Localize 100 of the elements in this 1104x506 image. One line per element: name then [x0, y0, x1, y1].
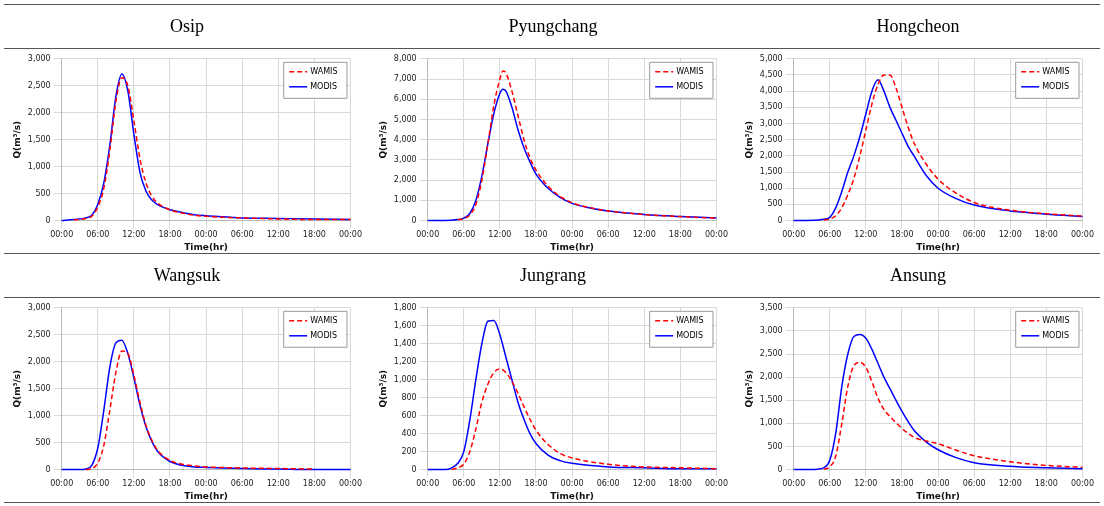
x-tick-label: 12:00 [854, 230, 878, 240]
x-tick-label: 12:00 [488, 479, 512, 489]
x-tick-label: 18:00 [158, 479, 182, 489]
x-tick-label: 06:00 [230, 479, 254, 489]
x-tick-label: 06:00 [452, 479, 476, 489]
y-tick-label: 3,000 [27, 302, 51, 312]
x-tick-label: 00:00 [338, 479, 362, 489]
y-tick-label: 4,500 [759, 70, 783, 80]
y-tick-label: 3,500 [759, 102, 783, 112]
y-tick-label: 500 [767, 199, 783, 209]
x-tick-label: 00:00 [50, 479, 74, 489]
legend-label: WAMIS [310, 66, 338, 76]
legend-label: MODIS [1042, 330, 1069, 340]
x-tick-label: 18:00 [1034, 230, 1058, 240]
y-tick-label: 0 [777, 215, 783, 225]
y-tick-label: 1,000 [27, 161, 51, 171]
chart-title: Jungrang [370, 254, 736, 298]
y-tick-label: 2,000 [759, 150, 783, 160]
y-tick-label: 2,500 [759, 134, 783, 144]
x-tick-label: 12:00 [632, 479, 656, 489]
x-tick-label: 00:00 [1070, 230, 1094, 240]
x-tick-label: 12:00 [998, 230, 1022, 240]
y-tick-label: 3,000 [759, 118, 783, 128]
x-tick-label: 06:00 [86, 230, 110, 240]
x-tick-label: 00:00 [194, 230, 218, 240]
x-tick-label: 18:00 [302, 230, 326, 240]
y-tick-label: 0 [411, 464, 417, 474]
x-tick-label: 18:00 [890, 230, 914, 240]
legend-label: WAMIS [1042, 315, 1070, 325]
x-axis-title: Time(hr) [184, 490, 228, 501]
y-tick-label: 4,000 [393, 134, 417, 144]
legend-label: MODIS [676, 81, 703, 91]
y-tick-label: 7,000 [393, 74, 417, 84]
chart-title: Pyungchang [370, 5, 736, 49]
x-tick-label: 12:00 [122, 479, 146, 489]
legend-label: WAMIS [676, 315, 704, 325]
x-tick-label: 00:00 [416, 230, 440, 240]
legend-label: WAMIS [676, 66, 704, 76]
y-tick-label: 6,000 [393, 94, 417, 104]
x-axis-title: Time(hr) [916, 241, 960, 252]
x-tick-label: 00:00 [782, 479, 806, 489]
legend-label: MODIS [310, 81, 337, 91]
y-tick-label: 1,000 [27, 410, 51, 420]
y-tick-label: 200 [401, 446, 417, 456]
x-tick-label: 06:00 [962, 230, 986, 240]
y-tick-label: 3,000 [393, 155, 417, 164]
y-tick-label: 1,000 [759, 183, 783, 193]
x-tick-label: 06:00 [452, 230, 476, 240]
y-tick-label: 500 [35, 437, 51, 447]
y-tick-label: 1,400 [393, 338, 417, 348]
y-tick-label: 2,000 [393, 175, 417, 185]
x-tick-label: 12:00 [122, 230, 146, 240]
x-tick-label: 00:00 [1070, 479, 1094, 489]
y-axis-title: Q(m³/s) [11, 369, 22, 408]
y-tick-label: 0 [45, 215, 51, 225]
y-tick-label: 500 [35, 188, 51, 198]
y-tick-label: 2,500 [759, 349, 783, 359]
chart-title: Hongcheon [736, 5, 1100, 49]
x-tick-label: 00:00 [560, 230, 584, 240]
y-tick-label: 800 [401, 392, 417, 402]
x-tick-label: 12:00 [488, 230, 512, 240]
x-tick-label: 18:00 [524, 479, 548, 489]
x-axis-title: Time(hr) [550, 490, 594, 501]
x-tick-label: 06:00 [962, 479, 986, 489]
x-tick-label: 12:00 [854, 479, 878, 489]
legend-label: WAMIS [1042, 66, 1070, 76]
y-tick-label: 1,200 [393, 356, 417, 366]
y-tick-label: 1,500 [759, 395, 783, 405]
y-tick-label: 1,500 [27, 134, 51, 144]
x-tick-label: 18:00 [302, 479, 326, 489]
y-tick-label: 1,000 [393, 195, 417, 205]
y-tick-label: 4,000 [759, 86, 783, 96]
y-tick-label: 3,500 [759, 302, 783, 312]
y-tick-label: 600 [401, 410, 417, 420]
x-tick-label: 06:00 [818, 479, 842, 489]
chart-title: Ansung [736, 254, 1100, 298]
y-tick-label: 5,000 [759, 53, 783, 63]
y-tick-label: 400 [401, 428, 417, 438]
x-tick-label: 12:00 [266, 479, 290, 489]
y-axis-title: Q(m³/s) [743, 369, 754, 408]
x-tick-label: 18:00 [1034, 479, 1058, 489]
legend-label: WAMIS [310, 315, 338, 325]
x-axis-title: Time(hr) [550, 241, 594, 252]
chart-title: Wangsuk [4, 254, 370, 298]
legend-label: MODIS [310, 330, 337, 340]
x-tick-label: 06:00 [818, 230, 842, 240]
x-tick-label: 00:00 [926, 479, 950, 489]
x-tick-label: 12:00 [998, 479, 1022, 489]
y-axis-title: Q(m³/s) [11, 120, 22, 159]
y-axis-title: Q(m³/s) [377, 369, 388, 408]
y-tick-label: 3,000 [759, 325, 783, 335]
y-tick-label: 2,500 [27, 80, 51, 90]
x-tick-label: 18:00 [158, 230, 182, 240]
x-tick-label: 18:00 [668, 230, 692, 240]
y-tick-label: 5,000 [393, 114, 417, 124]
x-tick-label: 00:00 [926, 230, 950, 240]
legend-label: MODIS [1042, 81, 1069, 91]
x-tick-label: 00:00 [704, 479, 728, 489]
x-tick-label: 06:00 [596, 230, 620, 240]
x-tick-label: 12:00 [266, 230, 290, 240]
